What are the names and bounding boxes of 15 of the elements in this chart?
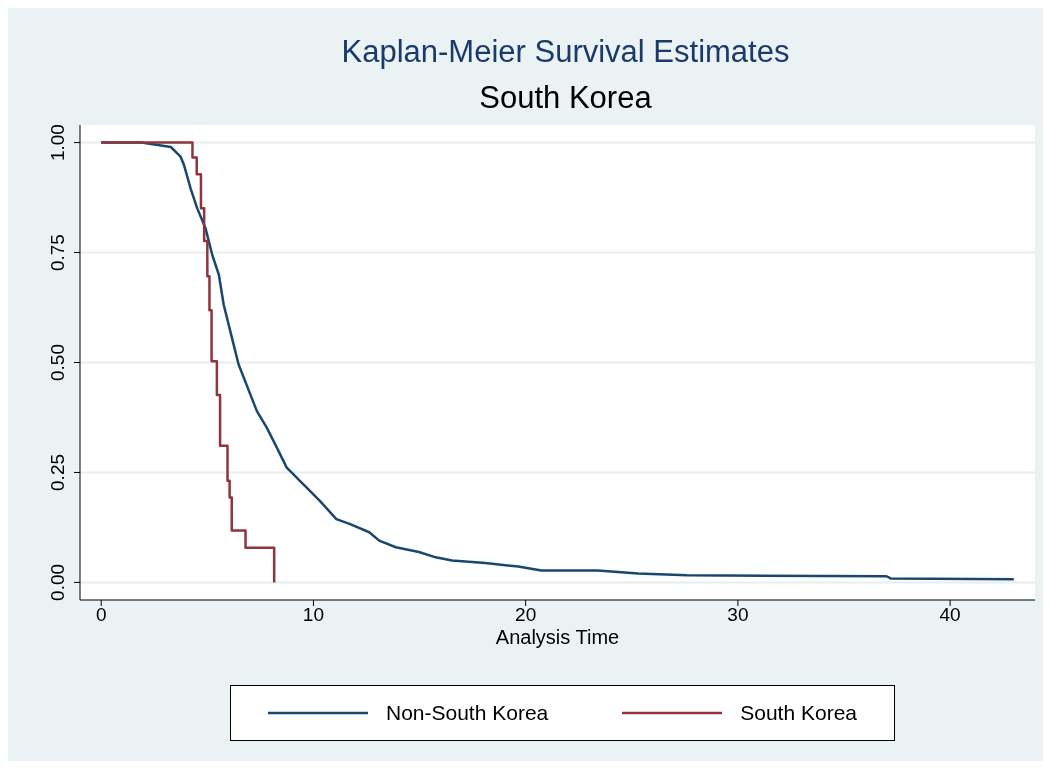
- chart-title: Kaplan-Meier Survival Estimates: [340, 34, 791, 70]
- y-tick-label: 0.75: [47, 234, 68, 272]
- y-tick-label: 1.00: [47, 124, 68, 162]
- x-tick-label: 40: [939, 604, 961, 626]
- y-tick-label: 0.50: [47, 344, 68, 381]
- x-tick-label: 20: [515, 604, 537, 626]
- x-tick-label: 0: [95, 604, 107, 626]
- chart-subtitle: South Korea: [478, 80, 653, 116]
- x-tick-label: 30: [727, 604, 749, 626]
- legend-label: Non-South Korea: [385, 701, 549, 725]
- legend-label: South Korea: [740, 701, 857, 725]
- x-axis-title: Analysis Time: [495, 626, 620, 649]
- x-tick-label: 10: [302, 604, 325, 626]
- y-tick-label: 0.00: [47, 563, 68, 601]
- y-tick-label: 0.25: [47, 453, 68, 491]
